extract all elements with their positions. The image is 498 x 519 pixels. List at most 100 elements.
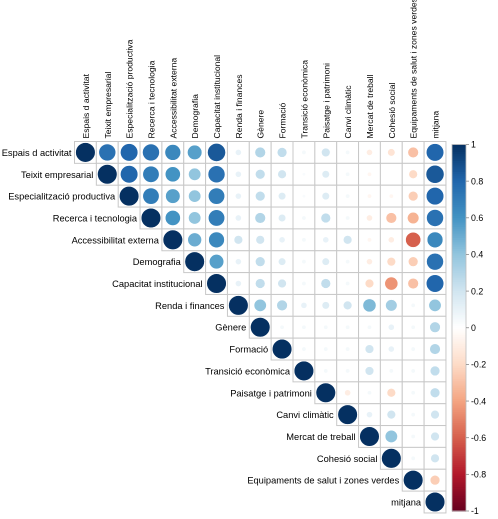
correlation-circle — [302, 194, 305, 197]
correlation-circle — [366, 259, 372, 265]
correlation-circle — [321, 213, 331, 223]
legend-tick-label: -0.6 — [471, 433, 486, 443]
column-label: Canvi climàtic — [343, 85, 353, 139]
column-label: mitjana — [431, 111, 441, 139]
correlation-circle — [208, 188, 224, 204]
correlation-circle — [97, 164, 117, 184]
correlation-circle — [255, 257, 265, 267]
correlation-circle — [255, 169, 265, 179]
correlation-circle — [431, 454, 440, 463]
correlation-circle — [411, 434, 415, 438]
legend-tick-label: -0.8 — [471, 470, 486, 480]
correlation-circle — [367, 325, 371, 329]
column-label: Renda i finances — [234, 74, 244, 138]
correlation-circle — [316, 383, 336, 403]
correlation-circle — [324, 369, 328, 373]
correlation-circle — [188, 212, 200, 224]
column-label: Especialització productiva — [125, 39, 135, 138]
correlation-circle — [431, 410, 440, 419]
row-label: Formació — [229, 345, 268, 355]
correlation-circle — [345, 281, 349, 285]
correlation-circle — [278, 279, 287, 288]
correlation-circle — [388, 149, 396, 157]
correlation-circle — [165, 210, 180, 225]
correlation-circle — [381, 448, 401, 468]
correlation-circle — [229, 296, 249, 316]
column-label: Gènere — [256, 110, 266, 139]
matrix-cell — [380, 163, 402, 185]
correlation-circle — [388, 324, 394, 330]
correlation-circle — [366, 149, 372, 155]
correlation-circle — [388, 237, 394, 243]
correlation-circle — [188, 190, 200, 202]
correlation-circle — [426, 165, 444, 183]
row-label: Paisatge i patrimoni — [230, 388, 312, 398]
row-label: Accessibilitat externa — [72, 235, 160, 245]
correlation-circle — [365, 367, 374, 376]
correlation-circle — [322, 258, 330, 266]
correlation-circle — [408, 191, 418, 201]
correlation-circle — [277, 300, 288, 311]
correlation-circle — [143, 166, 159, 182]
correlation-circle — [345, 194, 349, 198]
correlation-circle — [302, 259, 306, 263]
correlation-circle — [365, 345, 374, 354]
correlation-circle — [430, 388, 440, 398]
correlation-circle — [345, 172, 349, 176]
correlation-circle — [255, 279, 265, 289]
correlation-circle — [345, 216, 349, 220]
correlation-circle — [322, 302, 330, 310]
correlation-circle — [323, 237, 329, 243]
correlation-circle — [142, 144, 159, 161]
correlation-circle — [427, 253, 444, 270]
legend-tick-label: 1 — [471, 140, 476, 150]
correlation-circle — [255, 191, 265, 201]
correlation-circle — [387, 257, 396, 266]
correlation-circle — [302, 150, 306, 154]
legend-tick-label: 0.4 — [471, 250, 483, 260]
correlation-circle — [367, 194, 371, 198]
correlation-circle — [345, 259, 349, 263]
correlation-circle — [430, 322, 441, 333]
correlation-circle — [166, 189, 181, 204]
correlation-circle — [430, 475, 440, 485]
correlation-circle — [363, 299, 376, 312]
color-legend: -1-0.8-0.6-0.4-0.200.20.40.60.81 — [452, 140, 486, 517]
correlation-circle — [406, 232, 421, 247]
column-label: Demografia — [190, 94, 200, 139]
correlation-circle — [345, 369, 349, 373]
correlation-circle — [403, 470, 423, 490]
correlation-circle — [208, 210, 224, 226]
correlation-circle — [411, 369, 415, 373]
correlation-circle — [411, 325, 415, 329]
correlation-circle — [386, 300, 398, 312]
correlation-circle — [277, 148, 287, 158]
row-label: Transició econòmica — [205, 366, 291, 376]
correlation-circle — [234, 235, 243, 244]
correlation-circle — [367, 391, 371, 395]
row-label: Canvi climàtic — [276, 410, 334, 420]
correlation-circle — [343, 301, 352, 310]
correlation-circle — [345, 390, 351, 396]
row-label: Especialització productiva — [8, 192, 116, 202]
legend-tick-label: -0.2 — [471, 360, 486, 370]
correlation-circle — [389, 194, 393, 198]
correlation-circle — [426, 144, 444, 162]
correlation-circle — [385, 430, 397, 442]
correlation-circle — [278, 258, 286, 266]
correlation-circle — [235, 149, 241, 155]
correlation-circle — [301, 302, 307, 308]
correlation-circle — [120, 165, 138, 183]
column-label: Transició econòmica — [299, 60, 309, 139]
correlation-circle — [385, 277, 398, 290]
correlation-circle — [366, 215, 372, 221]
column-label: Teixit empresarial — [103, 72, 113, 139]
correlation-circle — [388, 346, 394, 352]
legend-tick-label: 0 — [471, 323, 476, 333]
correlation-circle — [209, 254, 224, 269]
row-label: Capacitat institucional — [112, 279, 202, 289]
correlation-circle — [429, 299, 441, 311]
column-label: Paisatge i patrimoni — [321, 63, 331, 139]
correlation-circle — [255, 213, 266, 224]
row-label: Mercat de treball — [286, 432, 355, 442]
